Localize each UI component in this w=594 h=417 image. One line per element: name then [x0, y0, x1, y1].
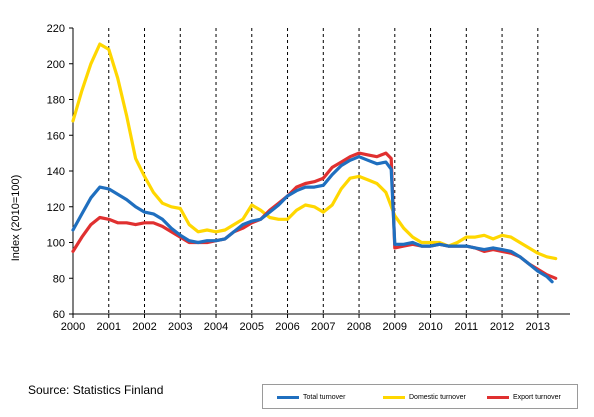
x-tick-label: 2011 [454, 321, 478, 333]
series-lines [71, 42, 558, 284]
x-tick-label: 2010 [418, 321, 442, 333]
source-note: Source: Statistics Finland [28, 383, 164, 397]
x-tick-labels: 2000 2001 2002 2003 2004 2005 2006 2007 2008 2009… [61, 321, 550, 333]
legend-item-export: Export turnover [487, 392, 561, 402]
y-tick-label: 60 [53, 309, 65, 321]
x-tick-label: 2004 [204, 321, 228, 333]
series-line-total-turnover [71, 155, 554, 284]
legend: Total turnover Domestic turnover Export … [262, 384, 578, 409]
legend-label-total: Total turnover [303, 393, 346, 401]
x-tick-label: 2009 [383, 321, 407, 333]
y-tick-labels: 60 80 100 120 140 160 180 200 220 [47, 23, 65, 321]
y-tick-label: 220 [47, 23, 65, 35]
x-tick-label: 2013 [526, 321, 550, 333]
x-tick-label: 2006 [275, 321, 299, 333]
legend-label-domestic: Domestic turnover [409, 393, 466, 401]
x-tick-label: 2008 [347, 321, 371, 333]
y-tick-label: 80 [53, 273, 65, 285]
y-tick-label: 140 [47, 166, 65, 178]
series-line-export-turnover [71, 151, 558, 280]
legend-item-total: Total turnover [277, 392, 345, 402]
x-tick-label: 2002 [132, 321, 156, 333]
x-tick-label: 2012 [490, 321, 514, 333]
series-line-domestic-turnover [71, 42, 558, 261]
x-tick-label: 2000 [61, 321, 85, 333]
legend-swatch-export [487, 395, 509, 399]
x-tick-label: 2005 [240, 321, 264, 333]
y-tick-label: 100 [47, 238, 65, 250]
y-tick-label: 200 [47, 59, 65, 71]
y-tick-label: 180 [47, 95, 65, 107]
y-tick-label: 120 [47, 202, 65, 214]
x-tick-label: 2003 [168, 321, 192, 333]
legend-swatch-total [277, 395, 299, 399]
legend-item-domestic: Domestic turnover [383, 392, 466, 402]
axes [69, 27, 570, 318]
legend-label-export: Export turnover [513, 393, 561, 401]
legend-swatch-domestic [383, 395, 405, 399]
x-tick-label: 2001 [97, 321, 121, 333]
grid-lines [108, 28, 539, 314]
y-tick-label: 160 [47, 130, 65, 142]
x-tick-label: 2007 [311, 321, 335, 333]
y-axis-label: Index (2010=100) [10, 175, 22, 262]
